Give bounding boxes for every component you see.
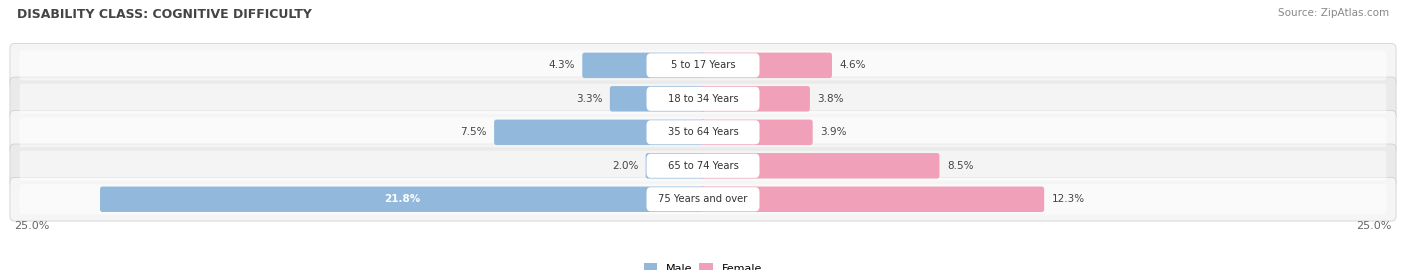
FancyBboxPatch shape bbox=[647, 53, 759, 77]
FancyBboxPatch shape bbox=[494, 120, 706, 145]
FancyBboxPatch shape bbox=[10, 177, 1396, 221]
FancyBboxPatch shape bbox=[700, 187, 1045, 212]
FancyBboxPatch shape bbox=[700, 153, 939, 178]
FancyBboxPatch shape bbox=[647, 154, 759, 178]
Text: 35 to 64 Years: 35 to 64 Years bbox=[668, 127, 738, 137]
FancyBboxPatch shape bbox=[10, 77, 1396, 121]
FancyBboxPatch shape bbox=[20, 84, 1386, 114]
FancyBboxPatch shape bbox=[20, 117, 1386, 147]
Text: 4.3%: 4.3% bbox=[548, 60, 575, 70]
FancyBboxPatch shape bbox=[10, 43, 1396, 87]
FancyBboxPatch shape bbox=[20, 151, 1386, 181]
FancyBboxPatch shape bbox=[20, 50, 1386, 80]
FancyBboxPatch shape bbox=[647, 187, 759, 211]
Legend: Male, Female: Male, Female bbox=[644, 263, 762, 270]
Text: DISABILITY CLASS: COGNITIVE DIFFICULTY: DISABILITY CLASS: COGNITIVE DIFFICULTY bbox=[17, 8, 312, 21]
FancyBboxPatch shape bbox=[20, 184, 1386, 214]
FancyBboxPatch shape bbox=[645, 153, 706, 178]
Text: 21.8%: 21.8% bbox=[384, 194, 420, 204]
Text: 8.5%: 8.5% bbox=[946, 161, 973, 171]
Text: 4.6%: 4.6% bbox=[839, 60, 866, 70]
FancyBboxPatch shape bbox=[582, 53, 706, 78]
Text: 7.5%: 7.5% bbox=[460, 127, 486, 137]
FancyBboxPatch shape bbox=[100, 187, 706, 212]
Text: 3.9%: 3.9% bbox=[820, 127, 846, 137]
Text: 3.8%: 3.8% bbox=[817, 94, 844, 104]
FancyBboxPatch shape bbox=[647, 120, 759, 144]
Text: 18 to 34 Years: 18 to 34 Years bbox=[668, 94, 738, 104]
FancyBboxPatch shape bbox=[700, 120, 813, 145]
FancyBboxPatch shape bbox=[10, 144, 1396, 188]
Text: 5 to 17 Years: 5 to 17 Years bbox=[671, 60, 735, 70]
Text: 25.0%: 25.0% bbox=[1357, 221, 1392, 231]
Text: 25.0%: 25.0% bbox=[14, 221, 49, 231]
FancyBboxPatch shape bbox=[10, 110, 1396, 154]
Text: Source: ZipAtlas.com: Source: ZipAtlas.com bbox=[1278, 8, 1389, 18]
FancyBboxPatch shape bbox=[647, 87, 759, 111]
Text: 2.0%: 2.0% bbox=[612, 161, 638, 171]
Text: 75 Years and over: 75 Years and over bbox=[658, 194, 748, 204]
FancyBboxPatch shape bbox=[700, 86, 810, 112]
Text: 3.3%: 3.3% bbox=[576, 94, 602, 104]
Text: 65 to 74 Years: 65 to 74 Years bbox=[668, 161, 738, 171]
Text: 12.3%: 12.3% bbox=[1052, 194, 1084, 204]
FancyBboxPatch shape bbox=[700, 53, 832, 78]
FancyBboxPatch shape bbox=[610, 86, 706, 112]
